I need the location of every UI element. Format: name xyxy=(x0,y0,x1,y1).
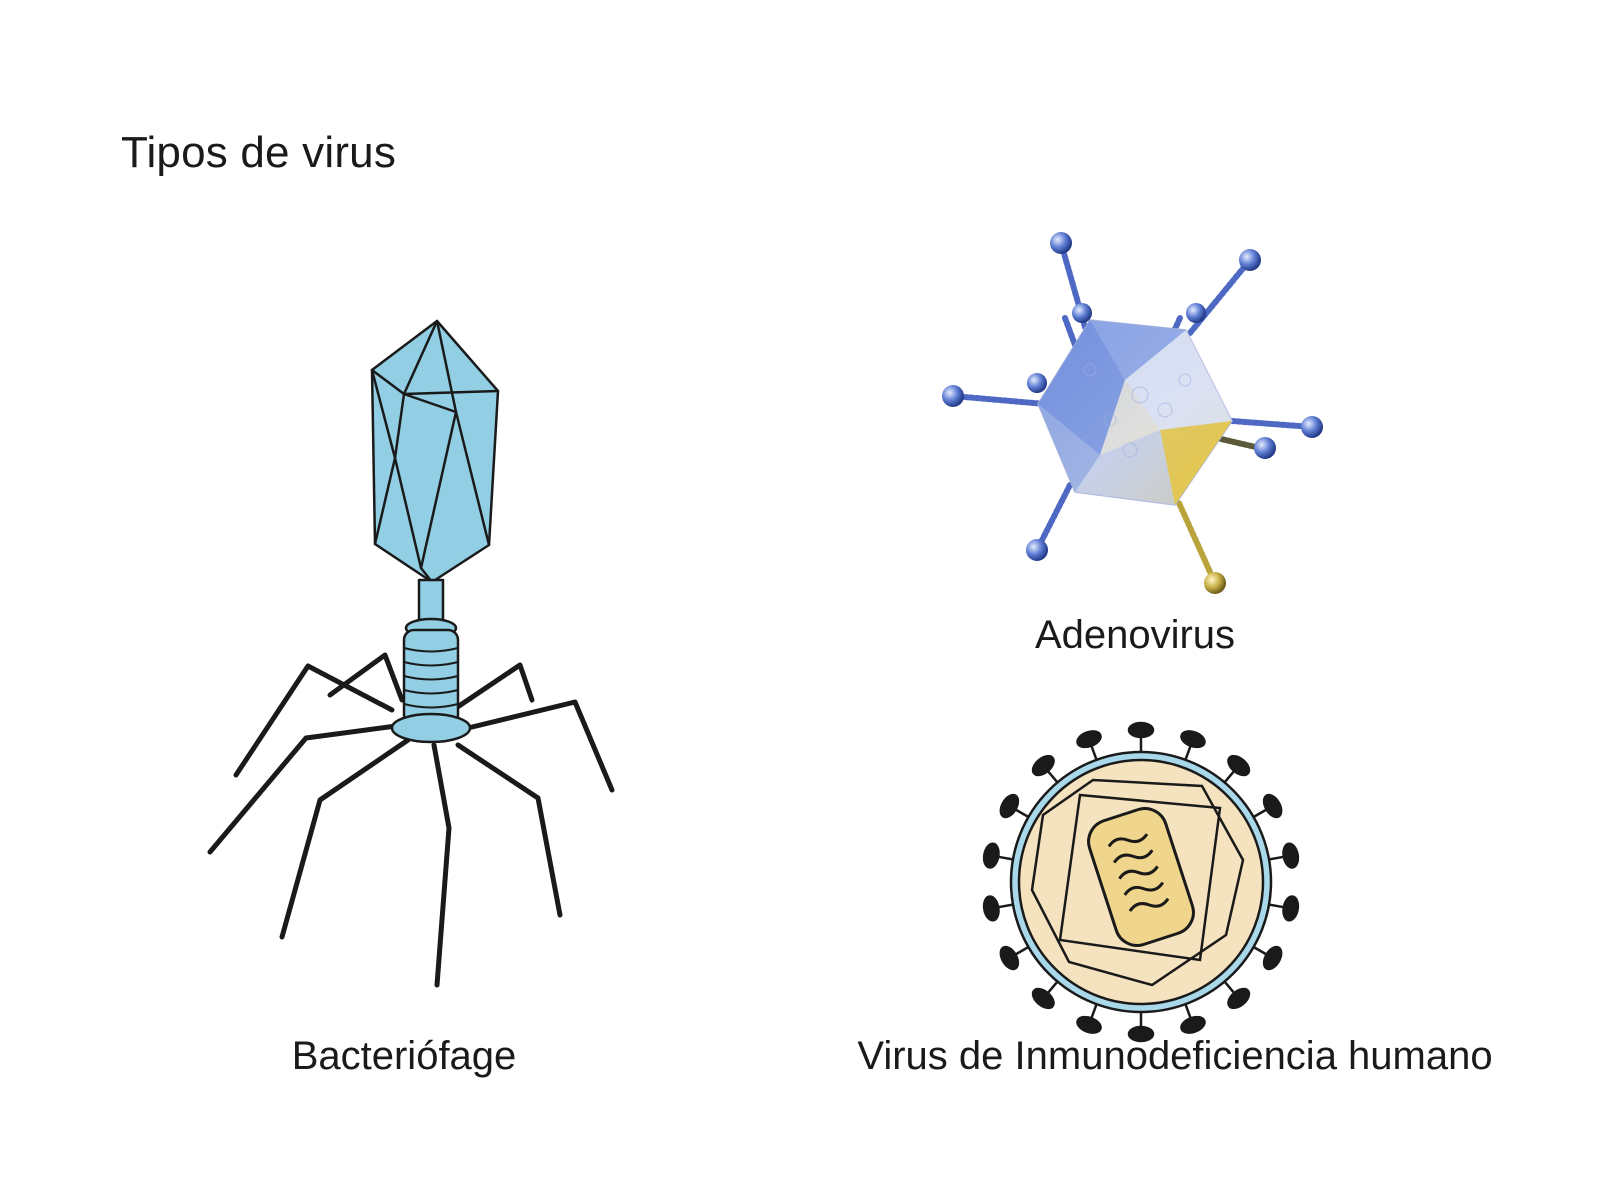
hiv-spike-knob xyxy=(1282,895,1300,922)
phage-legs xyxy=(207,652,615,988)
hiv-spike-knob xyxy=(999,793,1020,819)
adenovirus-label: Adenovirus xyxy=(1034,613,1236,657)
hiv-spike-knob xyxy=(999,945,1020,971)
hiv-spikes xyxy=(982,721,1300,1043)
phage-base-plate xyxy=(390,712,472,744)
phage-neck xyxy=(417,578,445,627)
hiv-spike-knob xyxy=(1282,842,1300,869)
phage-tail-sheath xyxy=(402,628,460,727)
hiv-spike-knob xyxy=(1031,754,1055,777)
adeno-knobs xyxy=(942,232,1323,594)
hiv-spike-knob xyxy=(1262,793,1283,819)
hiv-label: Virus de Inmunodeficiencia humano xyxy=(857,1034,1493,1078)
hiv-spike-knob xyxy=(1180,730,1206,749)
hiv-spike-knob xyxy=(1127,721,1155,739)
hiv-spike-knob xyxy=(1227,987,1251,1010)
bacteriophage-figure xyxy=(207,319,615,988)
adenovirus-figure xyxy=(942,232,1323,594)
hiv-spike-knob xyxy=(1076,730,1102,749)
hiv-spike-knob xyxy=(1031,987,1055,1010)
hiv-figure xyxy=(982,721,1300,1043)
hiv-spike-knob xyxy=(1180,1015,1206,1034)
hiv-spike-knob xyxy=(1262,945,1283,971)
hiv-core xyxy=(1087,807,1195,947)
phage-head xyxy=(370,319,500,584)
hiv-spike-knob xyxy=(982,842,1000,869)
hiv-spike-knob xyxy=(1076,1015,1102,1034)
hiv-capsid xyxy=(1030,778,1245,987)
hiv-spike-knob xyxy=(1227,754,1251,777)
hiv-spike-knob xyxy=(982,895,1000,922)
hiv-spike-knob xyxy=(1127,1025,1155,1043)
bacteriophage-label: Bacteriófage xyxy=(291,1034,517,1078)
page-title: Tipos de virus xyxy=(121,128,397,177)
adeno-capsid xyxy=(1037,319,1233,506)
